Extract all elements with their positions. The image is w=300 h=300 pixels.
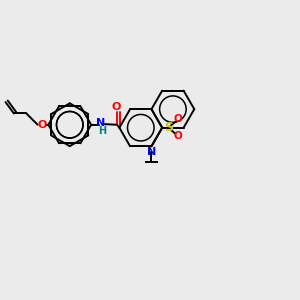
Text: H: H — [98, 126, 106, 136]
Text: O: O — [37, 120, 46, 130]
Text: O: O — [111, 102, 121, 112]
Text: O: O — [173, 131, 182, 141]
Text: S: S — [164, 121, 173, 134]
Text: N: N — [96, 118, 105, 128]
Text: O: O — [173, 114, 182, 124]
Text: N: N — [147, 147, 156, 157]
